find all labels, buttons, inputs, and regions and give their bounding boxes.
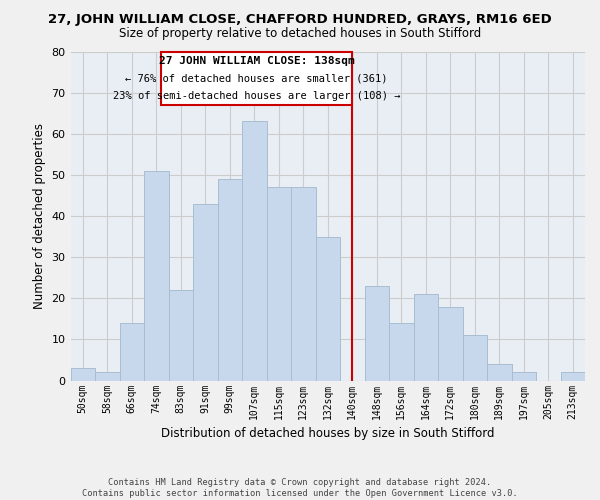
Y-axis label: Number of detached properties: Number of detached properties <box>33 123 46 309</box>
Bar <box>119 323 144 380</box>
Bar <box>463 336 487 380</box>
Bar <box>487 364 512 380</box>
Text: Size of property relative to detached houses in South Stifford: Size of property relative to detached ho… <box>119 28 481 40</box>
Bar <box>71 368 95 380</box>
FancyBboxPatch shape <box>161 52 352 105</box>
Text: 23% of semi-detached houses are larger (108) →: 23% of semi-detached houses are larger (… <box>113 92 400 102</box>
Bar <box>218 179 242 380</box>
Bar <box>316 236 340 380</box>
Bar <box>512 372 536 380</box>
Bar <box>242 122 266 380</box>
Bar <box>560 372 585 380</box>
Bar <box>438 306 463 380</box>
Text: 27, JOHN WILLIAM CLOSE, CHAFFORD HUNDRED, GRAYS, RM16 6ED: 27, JOHN WILLIAM CLOSE, CHAFFORD HUNDRED… <box>48 12 552 26</box>
Bar <box>365 286 389 380</box>
Bar <box>144 171 169 380</box>
Text: 27 JOHN WILLIAM CLOSE: 138sqm: 27 JOHN WILLIAM CLOSE: 138sqm <box>159 56 355 66</box>
Bar <box>193 204 218 380</box>
Bar <box>169 290 193 380</box>
Text: Contains HM Land Registry data © Crown copyright and database right 2024.
Contai: Contains HM Land Registry data © Crown c… <box>82 478 518 498</box>
Bar <box>95 372 119 380</box>
Bar <box>291 188 316 380</box>
Text: ← 76% of detached houses are smaller (361): ← 76% of detached houses are smaller (36… <box>125 74 388 84</box>
Bar <box>413 294 438 380</box>
X-axis label: Distribution of detached houses by size in South Stifford: Distribution of detached houses by size … <box>161 427 494 440</box>
Bar <box>266 188 291 380</box>
Bar <box>389 323 413 380</box>
